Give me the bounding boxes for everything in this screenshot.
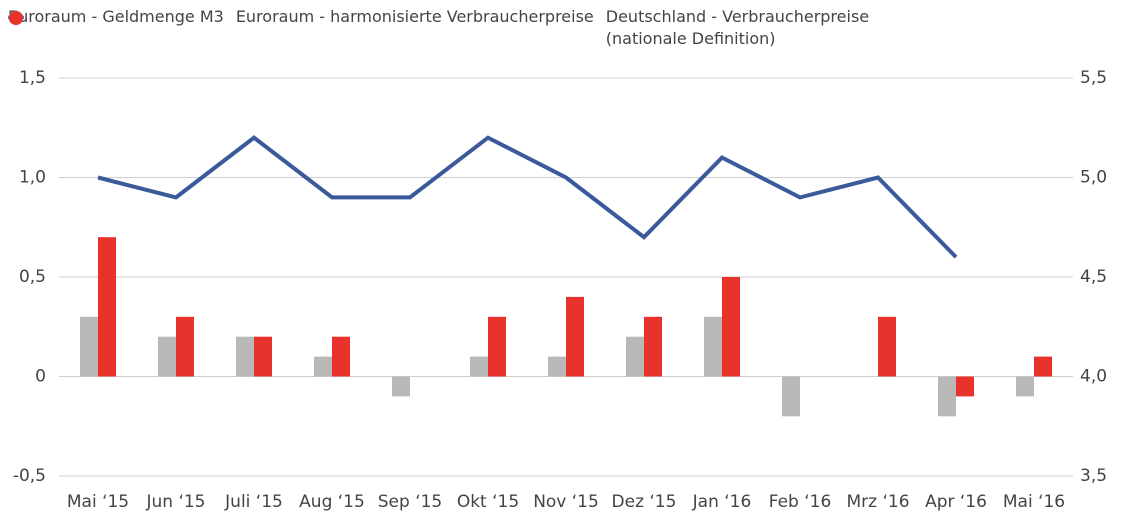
bar xyxy=(878,316,896,377)
bar xyxy=(782,376,800,417)
x-tick-label: Aug ‘15 xyxy=(299,492,365,512)
bar xyxy=(566,296,584,377)
y2-tick-label: 3,5 xyxy=(1080,466,1107,486)
bar xyxy=(392,376,410,397)
bar xyxy=(176,316,194,377)
y2-tick-label: 4,5 xyxy=(1080,267,1107,287)
bar xyxy=(470,356,488,377)
legend: Euroraum - Geldmenge M3 Euroraum - harmon… xyxy=(8,6,918,50)
y-tick-label: -0,5 xyxy=(13,466,46,486)
x-tick-label: Nov ‘15 xyxy=(533,492,599,512)
legend-label: Deutschland - Verbraucherpreise (nationa… xyxy=(605,7,870,48)
bar xyxy=(254,336,272,377)
bar xyxy=(314,356,332,377)
line xyxy=(97,135,958,259)
y2-tick-label: 4,0 xyxy=(1080,367,1107,387)
bar xyxy=(488,316,506,377)
bar xyxy=(236,336,254,377)
x-tick-label: Mrz ‘16 xyxy=(846,492,909,512)
y-tick-label: 0,5 xyxy=(19,267,46,287)
x-tick-label: Okt ‘15 xyxy=(457,492,519,512)
bar xyxy=(626,336,644,377)
bar xyxy=(704,316,722,377)
y-tick-label: 1,0 xyxy=(19,168,46,188)
x-tick-label: Juli ‘15 xyxy=(224,492,283,512)
bar xyxy=(1034,356,1052,377)
x-tick-label: Apr ‘16 xyxy=(925,492,987,512)
x-tick-label: Feb ‘16 xyxy=(769,492,832,512)
legend-marker xyxy=(9,11,23,25)
y2-tick-label: 5,5 xyxy=(1080,68,1107,88)
bar xyxy=(80,316,98,377)
bar xyxy=(332,336,350,377)
x-tick-label: Mai ‘15 xyxy=(67,492,129,512)
y-tick-label: 0 xyxy=(35,367,46,387)
x-tick-label: Jun ‘15 xyxy=(145,492,205,512)
y2-tick-label: 5,0 xyxy=(1080,168,1107,188)
legend-label: Euroraum - harmonisierte Verbraucherprei… xyxy=(235,7,594,26)
y-tick-label: 1,5 xyxy=(19,68,46,88)
bar xyxy=(938,376,956,417)
bar xyxy=(956,376,974,397)
bar xyxy=(158,336,176,377)
bar xyxy=(98,237,116,377)
x-tick-label: Sep ‘15 xyxy=(378,492,442,512)
x-tick-label: Jan ‘16 xyxy=(692,492,752,512)
legend-item: Deutschland - Verbraucherpreise (nationa… xyxy=(9,6,906,50)
bar xyxy=(722,277,740,377)
x-tick-label: Mai ‘16 xyxy=(1003,492,1065,512)
bar xyxy=(1016,376,1034,397)
x-tick-label: Dez ‘15 xyxy=(612,492,677,512)
legend-label: Euroraum - Geldmenge M3 xyxy=(8,7,224,26)
bar xyxy=(548,356,566,377)
bar xyxy=(644,316,662,377)
